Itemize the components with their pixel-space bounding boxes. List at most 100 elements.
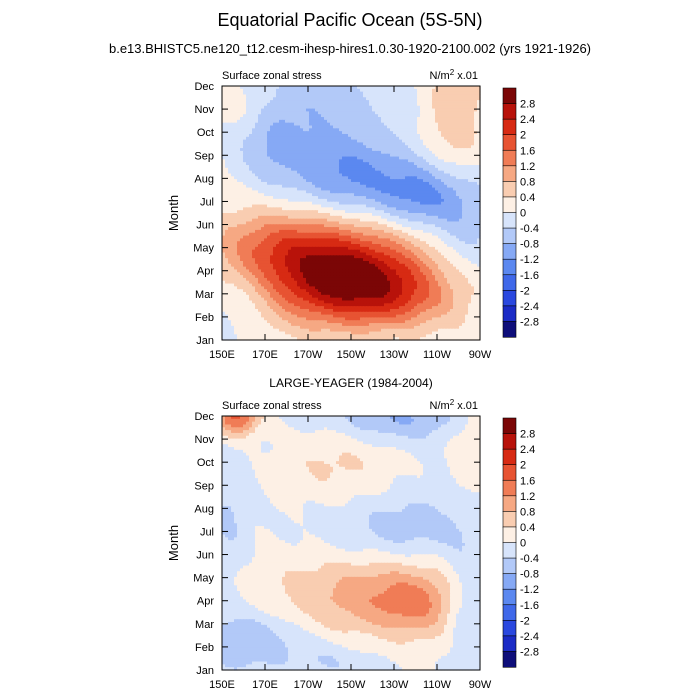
heat-cell [438, 235, 442, 239]
heat-cell [285, 176, 289, 180]
heat-cell [438, 218, 442, 223]
heat-cell [477, 167, 481, 172]
heat-cell [432, 213, 436, 217]
heat-cell [243, 122, 247, 127]
heat-cell [279, 179, 283, 183]
heat-cell [252, 241, 256, 245]
heat-cell [279, 91, 283, 96]
heat-cell [333, 105, 337, 110]
heat-cell [231, 111, 235, 115]
heat-cell [456, 128, 460, 132]
heat-cell [327, 229, 331, 234]
heat-cell [471, 97, 475, 101]
heat-cell [261, 86, 265, 90]
heat-cell [357, 210, 361, 214]
heat-cell [459, 173, 463, 177]
heat-cell [366, 235, 370, 239]
heat-cell [270, 128, 274, 132]
heat-cell [336, 207, 340, 211]
heat-cell [300, 187, 304, 192]
heat-cell [408, 198, 412, 203]
heat-cell [366, 246, 370, 251]
heat-cell [273, 128, 277, 132]
heat-cell [387, 159, 391, 163]
heat-cell [294, 100, 298, 104]
heat-cell [477, 187, 481, 192]
heat-cell [315, 184, 319, 189]
heat-cell [243, 215, 247, 220]
heat-cell [357, 201, 361, 206]
heat-cell [402, 198, 406, 203]
heat-cell [327, 190, 331, 194]
heat-cell [468, 244, 472, 248]
heat-cell [315, 131, 319, 135]
heat-cell [249, 187, 253, 192]
heat-cell [417, 184, 421, 189]
heat-cell [462, 128, 466, 132]
heat-cell [318, 136, 322, 141]
heat-cell [225, 204, 229, 208]
heat-cell [297, 162, 301, 166]
heat-cell [375, 162, 379, 166]
heat-cell [297, 196, 301, 200]
heat-cell [330, 246, 334, 251]
heat-cell [411, 114, 415, 118]
heat-cell [252, 145, 256, 149]
heat-cell [306, 139, 310, 144]
heat-cell [231, 100, 235, 104]
heat-cell [393, 153, 397, 158]
heat-cell [420, 156, 424, 160]
heat-cell [315, 176, 319, 180]
heat-cell [447, 167, 451, 172]
heat-cell [435, 125, 439, 129]
heat-cell [474, 159, 478, 163]
heat-cell [261, 229, 265, 234]
heat-cell [303, 139, 307, 144]
heat-cell [444, 156, 448, 160]
heat-cell [258, 167, 262, 172]
heat-cell [267, 204, 271, 208]
heat-cell [432, 119, 436, 124]
heat-cell [477, 179, 481, 183]
heat-cell [222, 244, 226, 248]
heat-cell [306, 196, 310, 200]
heat-cell [330, 122, 334, 127]
heat-cell [351, 100, 355, 104]
heat-cell [405, 108, 409, 112]
heat-cell [330, 204, 334, 208]
heat-cell [273, 179, 277, 183]
heat-cell [345, 173, 349, 177]
heat-cell [309, 133, 313, 138]
heat-cell [405, 190, 409, 194]
heat-cell [306, 215, 310, 220]
heat-cell [375, 150, 379, 155]
heat-cell [240, 150, 244, 155]
heat-cell [240, 246, 244, 251]
heat-cell [300, 181, 304, 186]
heat-cell [237, 207, 241, 211]
heat-cell [381, 232, 385, 237]
heat-cell [294, 111, 298, 115]
heat-cell [252, 88, 256, 93]
heat-cell [321, 204, 325, 208]
heat-cell [426, 91, 430, 96]
heat-cell [285, 238, 289, 242]
heat-cell [321, 94, 325, 98]
heat-cell [306, 128, 310, 132]
heat-cell [249, 153, 253, 158]
chart-subtitle: b.e13.BHISTC5.ne120_t12.cesm-ihesp-hires… [108, 41, 591, 56]
heat-cell [402, 167, 406, 172]
heat-cell [279, 187, 283, 192]
heat-cell [249, 201, 253, 206]
heat-cell [411, 100, 415, 104]
heat-cell [384, 241, 388, 245]
heat-cell [327, 128, 331, 132]
heat-cell [303, 190, 307, 194]
heat-cell [246, 167, 250, 172]
heat-cell [333, 150, 337, 155]
heat-cell [396, 102, 400, 107]
heat-cell [378, 173, 382, 177]
heat-cell [432, 179, 436, 183]
heat-cell [393, 102, 397, 107]
heat-cell [267, 198, 271, 203]
